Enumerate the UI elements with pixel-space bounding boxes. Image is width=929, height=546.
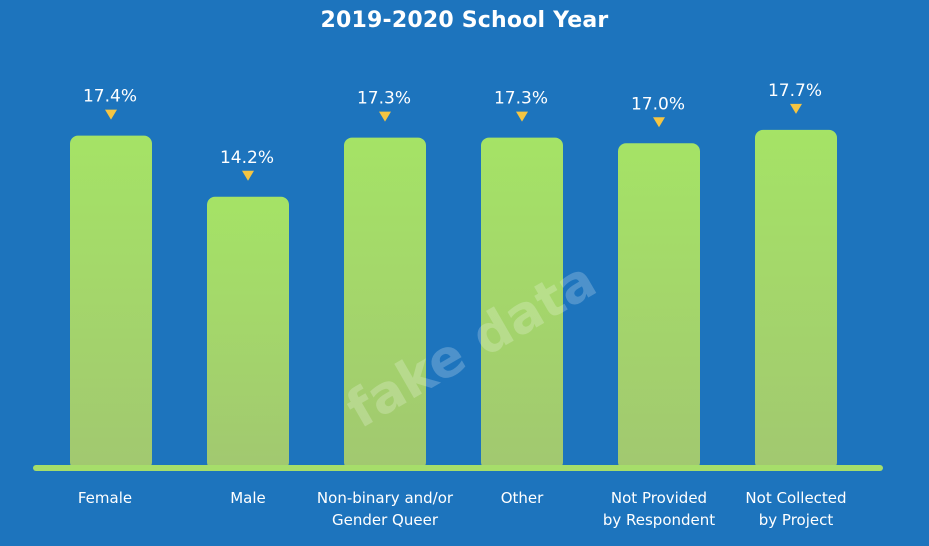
category-label-4-line-0: Not Provided: [611, 489, 707, 507]
value-marker-0: [105, 109, 117, 120]
value-marker-3: [516, 111, 528, 122]
bar-0: [70, 135, 152, 470]
category-label-0: Female: [78, 489, 132, 507]
bar-4: [618, 143, 700, 471]
value-label-4: 17.0%: [631, 94, 685, 114]
category-label-1: Male: [230, 489, 266, 507]
value-label-1: 14.2%: [220, 148, 274, 168]
bar-5: [755, 129, 837, 470]
bar-2: [344, 137, 426, 470]
bar-1: [207, 196, 289, 470]
value-marker-5: [790, 103, 802, 114]
value-marker-1: [242, 170, 254, 181]
value-marker-4: [653, 117, 665, 128]
value-label-5: 17.7%: [768, 81, 822, 101]
category-label-5-line-0: Not Collected: [745, 489, 846, 507]
category-label-4-line-1: by Respondent: [603, 511, 715, 529]
chart-title: 2019-2020 School Year: [320, 8, 609, 33]
value-label-2: 17.3%: [357, 89, 411, 109]
value-marker-2: [379, 111, 391, 122]
category-label-2-line-0: Non-binary and/or: [317, 489, 454, 507]
bar-3: [481, 137, 563, 470]
category-label-2-line-1: Gender Queer: [332, 511, 439, 529]
category-label-3: Other: [501, 489, 544, 507]
value-label-0: 17.4%: [83, 87, 137, 107]
value-label-3: 17.3%: [494, 89, 548, 109]
x-axis-baseline: [33, 465, 883, 471]
category-label-5-line-1: by Project: [759, 511, 834, 529]
